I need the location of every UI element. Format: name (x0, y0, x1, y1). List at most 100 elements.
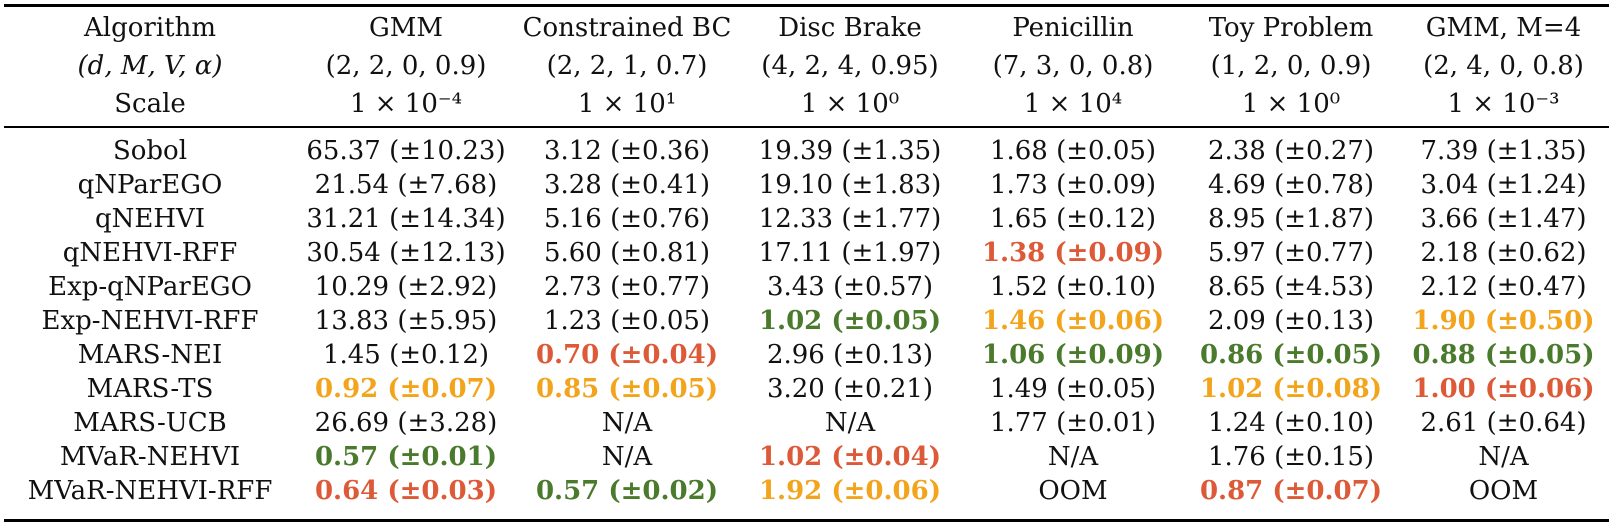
table-row: MARS-TS 0.92 (±0.07) 0.85 (±0.05) 3.20 (±0.… (4, 372, 1609, 406)
cell-constrained-bc: 1.23 (±0.05) (543, 306, 711, 336)
algorithm-name: Exp-qNParEGO (48, 272, 252, 302)
cell-penicillin: 1.06 (±0.09) (981, 340, 1165, 370)
cell-gmm: 31.21 (±14.34) (306, 204, 506, 234)
header-row-title: Algorithm GMM Constrained BC Disc Brake … (4, 9, 1609, 47)
cell-toy-problem: 1.02 (±0.08) (1199, 374, 1383, 404)
cell-toy-problem: 4.69 (±0.78) (1207, 170, 1375, 200)
cell-gmm-m4: 3.04 (±1.24) (1420, 170, 1587, 200)
cell-gmm: 13.83 (±5.95) (314, 306, 498, 336)
cell-gmm-m4: 0.88 (±0.05) (1412, 340, 1595, 370)
cell-disc-brake: 1.02 (±0.04) (758, 442, 942, 472)
cell-constrained-bc: 3.28 (±0.41) (543, 170, 711, 200)
cell-toy-problem: 8.95 (±1.87) (1207, 204, 1375, 234)
cell-penicillin: 1.49 (±0.05) (989, 374, 1157, 404)
cell-penicillin: 1.77 (±0.01) (989, 408, 1157, 438)
scale-gmm-m4: 1 × 10⁻³ (1447, 89, 1560, 119)
cell-gmm-m4: N/A (1478, 442, 1529, 472)
cell-gmm-m4: 1.90 (±0.50) (1412, 306, 1595, 336)
cell-disc-brake: 17.11 (±1.97) (758, 238, 942, 268)
cell-toy-problem: 1.24 (±0.10) (1207, 408, 1375, 438)
table-header: Algorithm GMM Constrained BC Disc Brake … (4, 9, 1609, 123)
algorithm-name: qNParEGO (77, 170, 223, 200)
cell-toy-problem: 1.76 (±0.15) (1207, 442, 1375, 472)
cell-toy-problem: 0.87 (±0.07) (1199, 476, 1383, 506)
top-rule (4, 4, 1609, 7)
cell-gmm-m4: 2.61 (±0.64) (1420, 408, 1587, 438)
cell-gmm-m4: OOM (1468, 476, 1539, 506)
cell-disc-brake: 19.39 (±1.35) (758, 136, 942, 166)
header-disc-brake: Disc Brake (778, 13, 922, 43)
cell-penicillin: N/A (1047, 442, 1099, 472)
cell-toy-problem: 2.38 (±0.27) (1207, 136, 1375, 166)
algorithm-name: qNEHVI (94, 204, 206, 234)
header-gmm: GMM (368, 13, 443, 43)
header-constrained-bc: Constrained BC (522, 13, 732, 43)
header-penicillin: Penicillin (1012, 13, 1134, 43)
cell-penicillin: 1.65 (±0.12) (989, 204, 1157, 234)
cell-toy-problem: 5.97 (±0.77) (1207, 238, 1375, 268)
table-row: qNParEGO 21.54 (±7.68) 3.28 (±0.41) 19.10 (… (4, 168, 1609, 202)
cell-gmm: 26.69 (±3.28) (314, 408, 498, 438)
cell-constrained-bc: N/A (601, 442, 653, 472)
table-row: MARS-NEI 1.45 (±0.12) 0.70 (±0.04) 2.96 (±0… (4, 338, 1609, 372)
cell-penicillin: 1.68 (±0.05) (989, 136, 1157, 166)
cell-penicillin: OOM (1038, 476, 1108, 506)
cell-constrained-bc: N/A (601, 408, 653, 438)
algorithm-name: MARS-TS (86, 374, 214, 404)
header-rule (4, 126, 1609, 128)
cell-disc-brake: 19.10 (±1.83) (758, 170, 942, 200)
scale-toy-problem: 1 × 10⁰ (1241, 89, 1341, 119)
scale-disc-brake: 1 × 10⁰ (800, 89, 900, 119)
cell-disc-brake: 2.96 (±0.13) (766, 340, 934, 370)
table-row: MVaR-NEHVI 0.57 (±0.01) N/A 1.02 (±0.04) N/A… (4, 440, 1609, 474)
cell-gmm: 30.54 (±12.13) (306, 238, 506, 268)
algorithm-name: MARS-NEI (77, 340, 223, 370)
cell-gmm: 0.92 (±0.07) (314, 374, 498, 404)
cell-gmm: 0.64 (±0.03) (314, 476, 498, 506)
cell-constrained-bc: 0.70 (±0.04) (535, 340, 719, 370)
algorithm-name: qNEHVI-RFF (62, 238, 238, 268)
scale-constrained-bc: 1 × 10¹ (577, 89, 677, 119)
cell-gmm: 10.29 (±2.92) (314, 272, 498, 302)
header-row-params: (d, M, V, α) (2, 2, 0, 0.9) (2, 2, 1, 0.… (4, 47, 1609, 85)
cell-disc-brake: 3.43 (±0.57) (766, 272, 934, 302)
bottom-rule (4, 519, 1609, 522)
params-label: (d, M, V, α) (77, 51, 223, 81)
cell-disc-brake: 12.33 (±1.77) (758, 204, 942, 234)
cell-constrained-bc: 5.60 (±0.81) (543, 238, 711, 268)
params-gmm-m4: (2, 4, 0, 0.8) (1423, 51, 1584, 81)
cell-penicillin: 1.73 (±0.09) (989, 170, 1157, 200)
scale-penicillin: 1 × 10⁴ (1023, 89, 1123, 119)
cell-gmm-m4: 2.12 (±0.47) (1420, 272, 1587, 302)
header-algorithm: Algorithm (84, 13, 216, 43)
cell-gmm: 65.37 (±10.23) (306, 136, 506, 166)
cell-constrained-bc: 0.85 (±0.05) (535, 374, 719, 404)
cell-toy-problem: 0.86 (±0.05) (1199, 340, 1383, 370)
params-gmm: (2, 2, 0, 0.9) (325, 51, 487, 81)
cell-constrained-bc: 0.57 (±0.02) (535, 476, 719, 506)
cell-gmm: 1.45 (±0.12) (322, 340, 490, 370)
cell-toy-problem: 8.65 (±4.53) (1207, 272, 1375, 302)
cell-gmm: 0.57 (±0.01) (314, 442, 498, 472)
cell-penicillin: 1.52 (±0.10) (989, 272, 1157, 302)
cell-gmm-m4: 1.00 (±0.06) (1412, 374, 1595, 404)
scale-label: Scale (114, 89, 186, 119)
scale-gmm: 1 × 10⁻⁴ (349, 89, 463, 119)
cell-gmm: 21.54 (±7.68) (314, 170, 498, 200)
header-toy-problem: Toy Problem (1208, 13, 1374, 43)
table-row: qNEHVI 31.21 (±14.34) 5.16 (±0.76) 12.33 (±… (4, 202, 1609, 236)
algorithm-name: Exp-NEHVI-RFF (41, 306, 259, 336)
cell-disc-brake: N/A (824, 408, 876, 438)
cell-gmm-m4: 7.39 (±1.35) (1420, 136, 1587, 166)
table-row: Sobol 65.37 (±10.23) 3.12 (±0.36) 19.39 (±1… (4, 134, 1609, 168)
algorithm-name: MARS-UCB (73, 408, 227, 438)
cell-disc-brake: 1.92 (±0.06) (758, 476, 942, 506)
table-row: Exp-NEHVI-RFF 13.83 (±5.95) 1.23 (±0.05) 1.… (4, 304, 1609, 338)
header-row-scale: Scale 1 × 10⁻⁴ 1 × 10¹ 1 × 10⁰ 1 × 10⁴ 1… (4, 85, 1609, 123)
params-disc-brake: (4, 2, 4, 0.95) (761, 51, 939, 81)
cell-constrained-bc: 5.16 (±0.76) (543, 204, 711, 234)
table-body: Sobol 65.37 (±10.23) 3.12 (±0.36) 19.39 (±1… (4, 134, 1609, 508)
table-row: MVaR-NEHVI-RFF 0.64 (±0.03) 0.57 (±0.02) 1.… (4, 474, 1609, 508)
cell-gmm-m4: 3.66 (±1.47) (1420, 204, 1587, 234)
header-gmm-m4: GMM, M=4 (1425, 13, 1582, 43)
